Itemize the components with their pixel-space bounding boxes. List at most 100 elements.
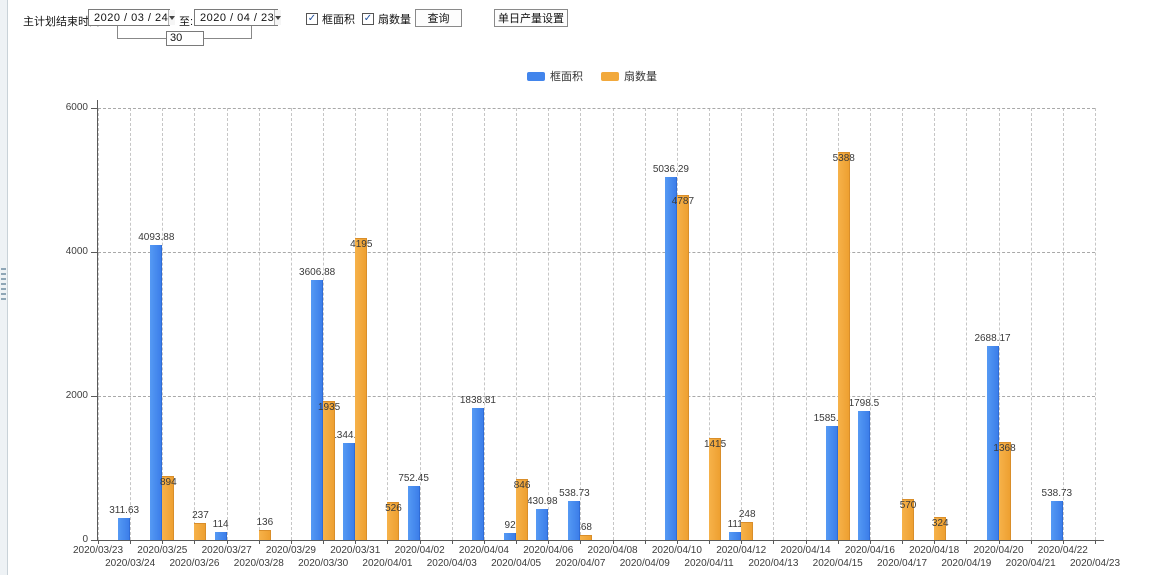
x-axis-tick	[676, 540, 678, 544]
x-axis-tick	[966, 540, 968, 544]
fan-count-checkbox[interactable]: ✓ 扇数量	[362, 11, 411, 27]
x-axis-date-label: 2020/03/30	[298, 558, 349, 569]
legend-label: 扇数量	[624, 71, 657, 83]
gridline-vertical	[1062, 108, 1064, 540]
chart-legend: 框面积 扇数量	[527, 68, 657, 84]
interval-days-input[interactable]: 30	[166, 31, 204, 46]
gridline-vertical	[805, 108, 807, 540]
x-axis-date-label: 2020/04/22	[1037, 545, 1088, 556]
splitter-grip-icon[interactable]	[1, 268, 6, 302]
bar-frame-area	[214, 531, 227, 540]
gridline-vertical	[451, 108, 453, 540]
bar-frame-area	[471, 407, 484, 540]
x-axis-tick	[483, 540, 485, 544]
bar-value-label: 894	[159, 476, 177, 488]
x-axis-tick	[709, 540, 711, 544]
bar-fan-count	[580, 535, 593, 540]
legend-item-frame-area[interactable]: 框面积	[527, 68, 583, 84]
gridline-vertical	[869, 108, 871, 540]
y-axis	[97, 100, 98, 540]
x-axis-date-label: 2020/04/11	[684, 558, 734, 569]
date-from-dropdown-button[interactable]	[168, 10, 176, 25]
window-left-edge	[0, 0, 8, 575]
fan-count-checkbox-label: 扇数量	[378, 14, 411, 26]
bar-value-label: 114	[212, 518, 229, 530]
x-axis-tick	[902, 540, 904, 544]
x-axis-date-label: 2020/03/28	[233, 558, 284, 569]
bar-fan-count	[676, 195, 689, 540]
x-axis-date-label: 2020/04/10	[651, 545, 702, 556]
bar-value-label: 1935	[318, 401, 341, 413]
checkbox-checked-icon[interactable]: ✓	[362, 13, 374, 25]
bar-frame-area	[568, 501, 581, 540]
x-axis-date-label: 2020/04/04	[458, 545, 509, 556]
y-axis-tick	[91, 252, 98, 253]
x-axis-tick	[419, 540, 421, 544]
legend-swatch-blue	[527, 71, 545, 81]
x-axis-tick	[98, 540, 99, 544]
bar-value-label: 136	[256, 517, 274, 529]
bar-frame-area	[343, 443, 356, 540]
y-axis-tick	[91, 396, 98, 397]
query-button[interactable]: 查询	[415, 9, 462, 27]
bar-frame-area	[504, 533, 517, 540]
gridline-vertical	[516, 108, 518, 540]
y-axis-tick-label: 2000	[65, 390, 88, 401]
x-axis-date-label: 2020/04/17	[877, 558, 928, 569]
bar-frame-area	[118, 517, 131, 540]
gridline-vertical	[934, 108, 936, 540]
x-axis-tick	[290, 540, 292, 544]
date-to-picker[interactable]: 2020 / 04 / 23	[194, 9, 282, 26]
bar-value-label: 68	[580, 522, 592, 534]
x-axis-date-label: 2020/04/18	[909, 545, 960, 556]
x-axis-date-label: 2020/04/02	[394, 545, 445, 556]
bar-value-label: 311.63	[109, 504, 140, 516]
y-axis-tick-label: 0	[82, 534, 88, 545]
x-axis-date-label: 2020/03/26	[169, 558, 220, 569]
gridline-vertical	[226, 108, 228, 540]
bar-frame-area	[729, 532, 742, 540]
gridline-vertical	[323, 108, 325, 540]
x-axis-tick	[194, 540, 196, 544]
legend-label: 框面积	[550, 71, 583, 83]
x-axis-date-label: 2020/04/13	[748, 558, 799, 569]
gridline-horizontal	[98, 396, 1095, 397]
legend-item-fan-count[interactable]: 扇数量	[601, 68, 657, 84]
x-axis-date-label: 2020/04/20	[973, 545, 1024, 556]
checkbox-checked-icon[interactable]: ✓	[306, 13, 318, 25]
y-axis-tick-label: 4000	[65, 246, 88, 257]
daily-output-settings-button[interactable]: 单日产量设置	[494, 9, 568, 27]
gridline-vertical	[1095, 108, 1096, 540]
x-axis-tick	[773, 540, 775, 544]
x-axis-date-label: 2020/03/24	[105, 558, 156, 569]
frame-area-checkbox[interactable]: ✓ 框面积	[306, 11, 355, 27]
bar-value-label: 248	[738, 509, 756, 521]
x-axis-tick	[130, 540, 132, 544]
x-axis-tick	[387, 540, 389, 544]
date-from-picker[interactable]: 2020 / 03 / 24	[88, 9, 176, 26]
bar-frame-area	[986, 346, 999, 540]
date-to-dropdown-button[interactable]	[274, 10, 282, 25]
x-axis-tick	[998, 540, 1000, 544]
gridline-vertical	[612, 108, 614, 540]
x-axis-tick	[355, 540, 357, 544]
date-to-value: 2020 / 04 / 23	[200, 11, 275, 24]
bar-fan-count	[934, 516, 947, 540]
bar-value-label: 111	[727, 519, 743, 530]
gridline-vertical	[98, 108, 99, 540]
frame-area-checkbox-label: 框面积	[322, 14, 355, 26]
bar-value-label: 1585.96	[813, 412, 850, 424]
bar-fan-count	[355, 237, 368, 540]
x-axis-date-label: 2020/03/29	[265, 545, 316, 556]
bar-value-label: 3606.88	[299, 267, 336, 279]
x-axis-date-label: 2020/04/05	[491, 558, 542, 569]
bar-frame-area	[150, 245, 163, 540]
bar-value-label: 92	[504, 520, 516, 532]
bar-value-label: 538.73	[559, 488, 590, 500]
bar-value-label: 5036.29	[652, 164, 689, 176]
bar-value-label: 752.45	[398, 472, 429, 484]
bar-value-label: 5388	[832, 153, 855, 165]
bar-frame-area	[536, 508, 549, 540]
gridline-vertical	[709, 108, 711, 540]
x-axis-date-label: 2020/04/03	[426, 558, 477, 569]
